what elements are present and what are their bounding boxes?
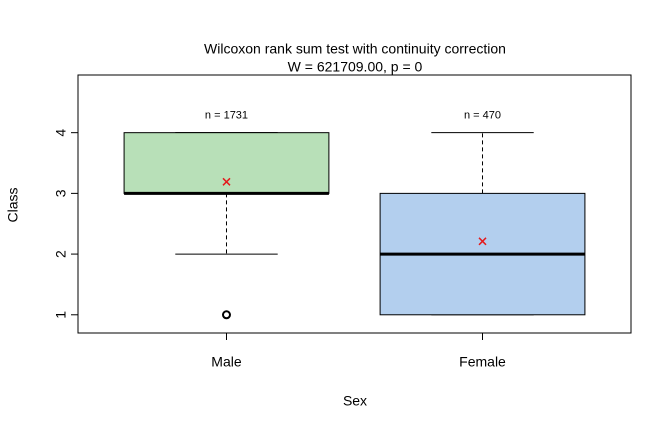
mean-marker [478, 237, 487, 246]
y-tick-label: 3 [53, 189, 69, 197]
outlier [221, 310, 231, 320]
y-tick-label: 4 [53, 129, 69, 137]
x-tick-label: Male [211, 354, 242, 370]
x-tick-label: Female [459, 354, 506, 370]
count-label: n = 470 [464, 110, 501, 122]
plot-frame [77, 74, 632, 334]
chart-subtitle: W = 621709.00, p = 0 [288, 59, 423, 75]
y-axis-label: Class [5, 187, 21, 222]
count-label: n = 1731 [205, 110, 248, 122]
x-axis-label: Sex [343, 393, 367, 409]
box [123, 132, 330, 194]
mean-marker [222, 177, 231, 186]
y-tick-label: 1 [53, 311, 69, 319]
chart-title: Wilcoxon rank sum test with continuity c… [204, 41, 506, 57]
y-tick-label: 2 [53, 250, 69, 258]
